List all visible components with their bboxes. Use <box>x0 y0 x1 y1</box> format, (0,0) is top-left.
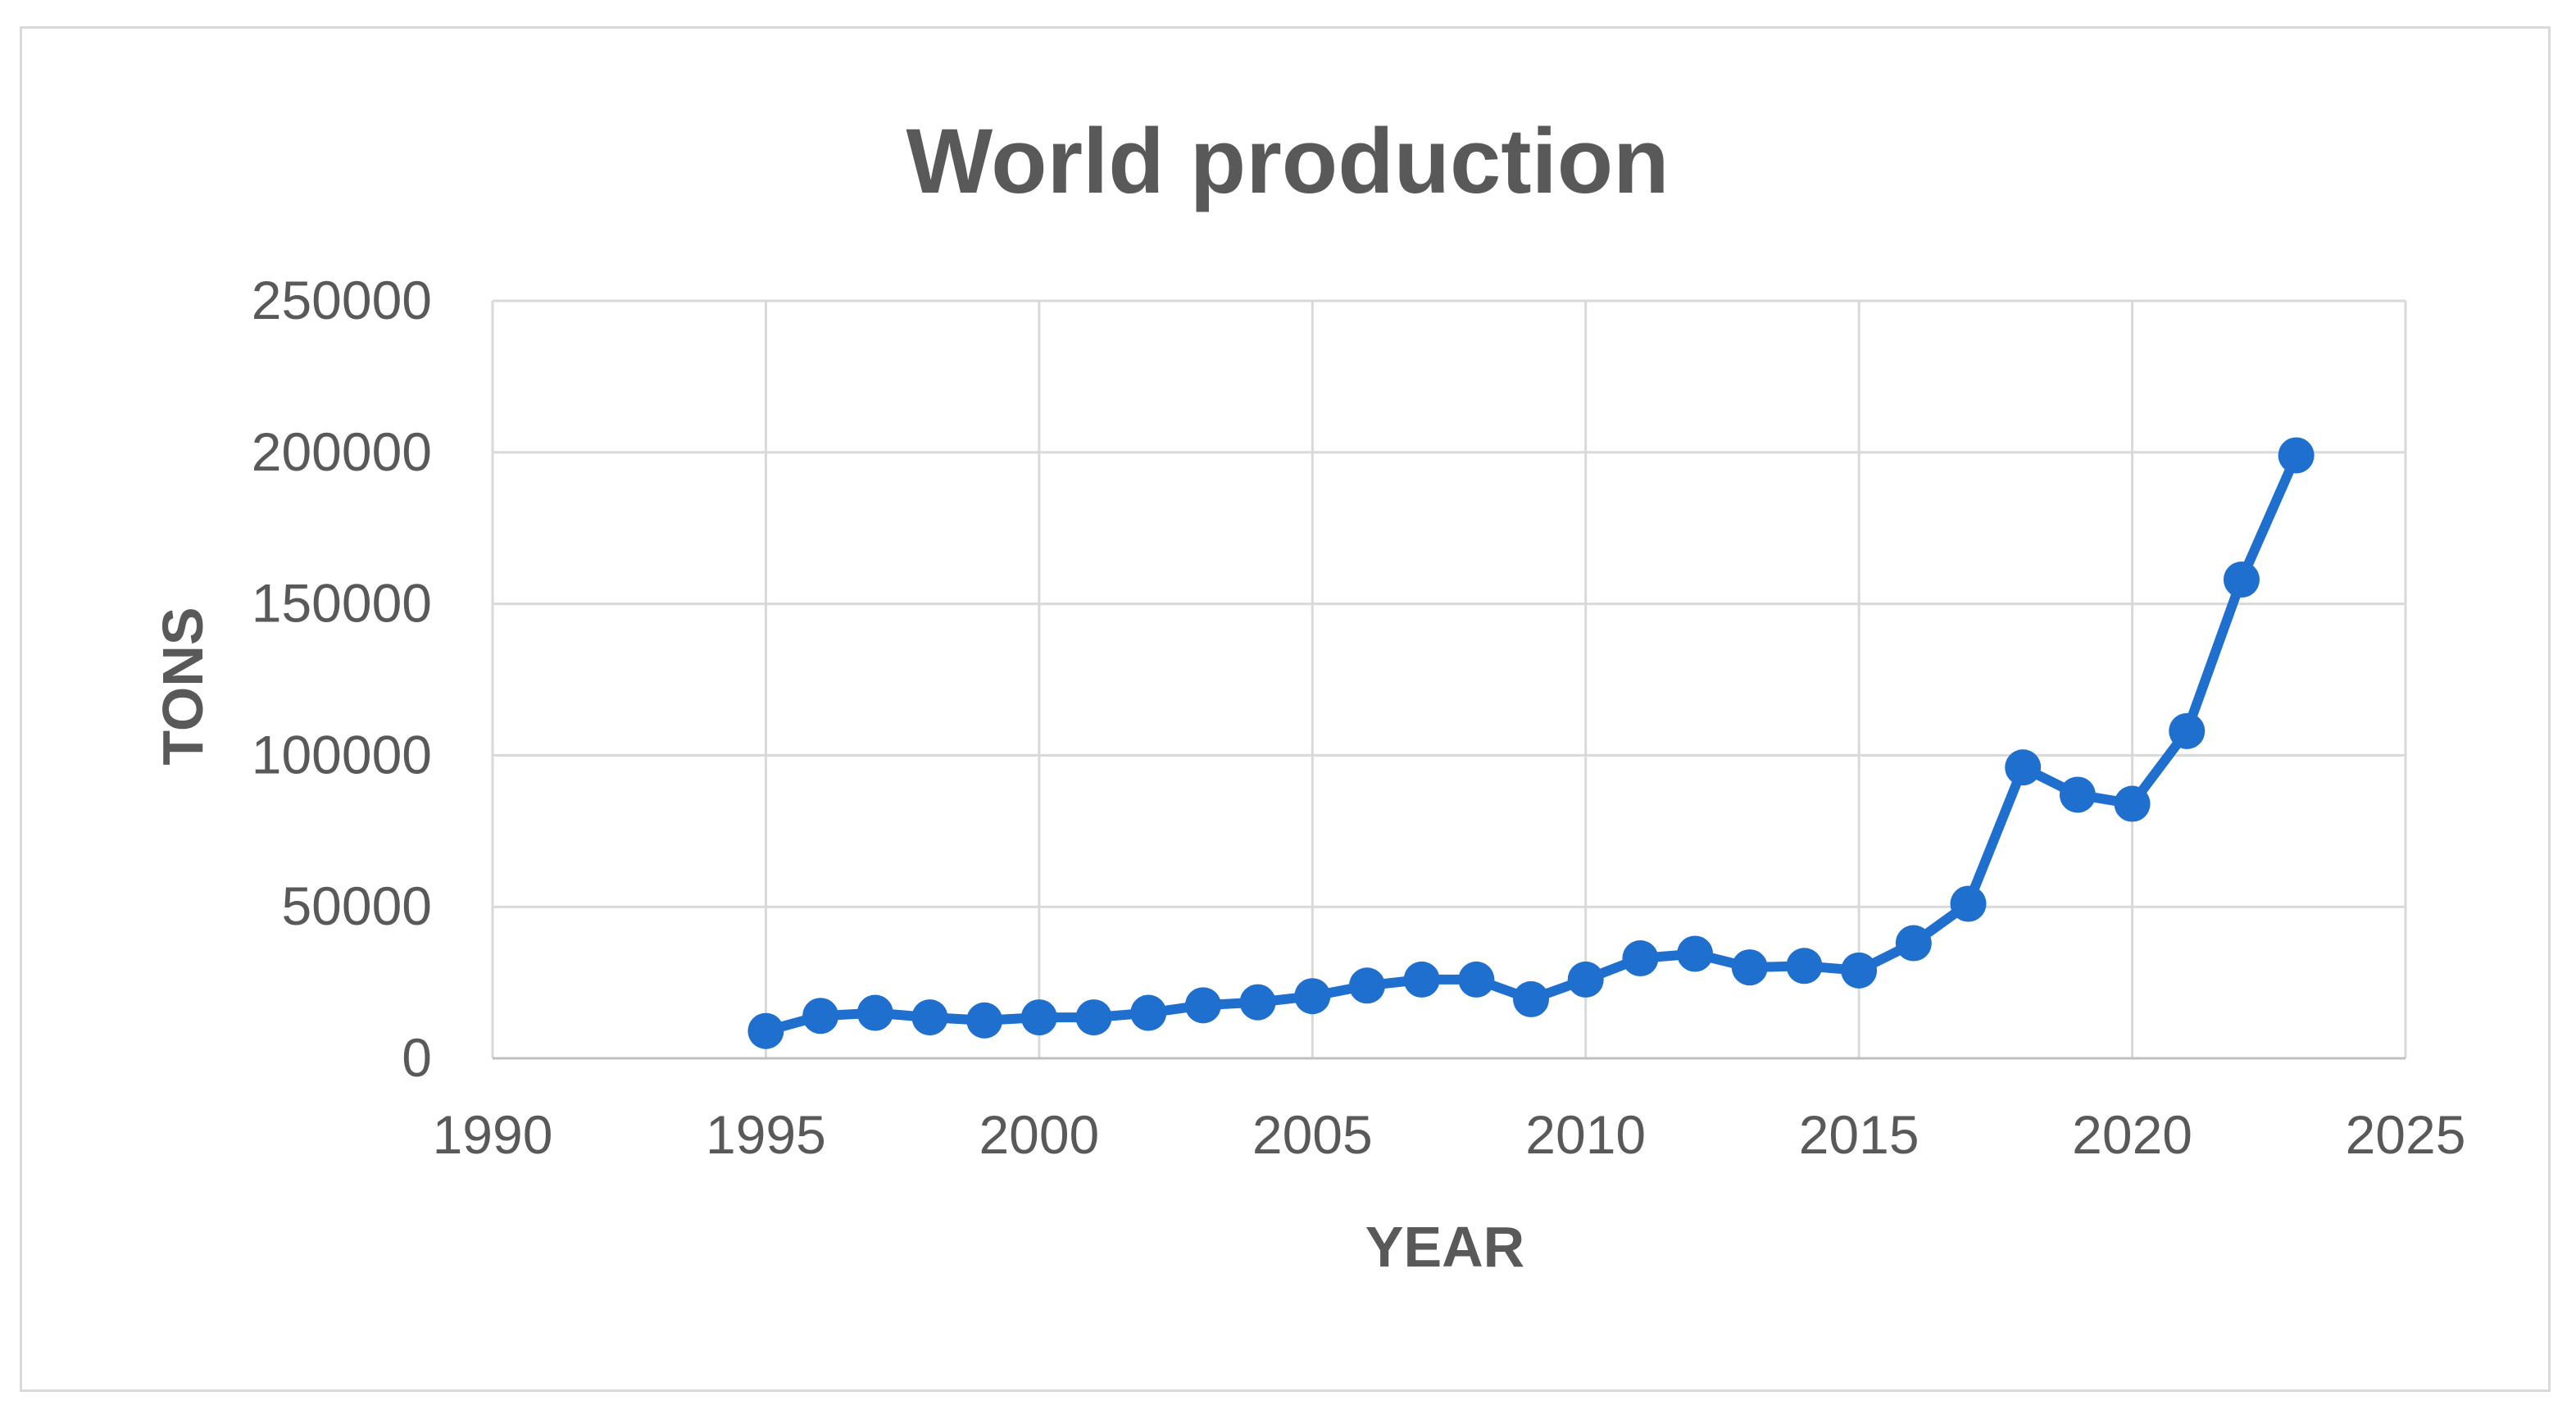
x-tick-label: 2020 <box>2072 1104 2192 1165</box>
x-tick-label: 2025 <box>2346 1104 2466 1165</box>
gridlines <box>491 299 2407 1058</box>
y-axis-title: TONS <box>151 607 215 765</box>
y-tick-label: 0 <box>402 1027 432 1088</box>
y-tick-label: 100000 <box>252 724 432 785</box>
data-point <box>1348 967 1385 1004</box>
data-series <box>747 437 2315 1049</box>
data-point <box>1567 961 1604 998</box>
data-point <box>1731 949 1768 986</box>
data-point <box>2005 749 2042 786</box>
data-point <box>1020 999 1057 1036</box>
y-tick-label: 50000 <box>281 876 432 936</box>
y-tick-label: 150000 <box>252 573 432 634</box>
data-point <box>802 998 839 1035</box>
data-point <box>1294 978 1331 1015</box>
x-tick-label: 1995 <box>706 1104 826 1165</box>
data-point <box>2059 776 2096 813</box>
data-point <box>1950 885 1987 922</box>
x-tick-label: 2005 <box>1252 1104 1373 1165</box>
data-point <box>1184 987 1221 1024</box>
data-point <box>1786 948 1823 985</box>
chart-title: World production <box>906 110 1669 212</box>
tick-labels: 0 50000 100000 150000 200000 250000 1990 1995 20… <box>252 270 2466 1165</box>
x-tick-label: 2015 <box>1799 1104 1920 1165</box>
y-tick-label: 250000 <box>252 270 432 330</box>
x-tick-label: 2000 <box>979 1104 1099 1165</box>
line-chart: 0 50000 100000 150000 200000 250000 1990 1995 20… <box>151 110 2466 1279</box>
data-point <box>856 994 893 1031</box>
data-point <box>911 999 948 1036</box>
data-point <box>1622 940 1659 977</box>
x-axis-title: YEAR <box>1365 1215 1524 1279</box>
data-point <box>1130 994 1167 1031</box>
x-tick-label: 2010 <box>1525 1104 1646 1165</box>
chart-frame: 0 50000 100000 150000 200000 250000 1990 1995 20… <box>20 26 2551 1392</box>
data-point <box>1895 925 1932 962</box>
data-point <box>1075 999 1112 1036</box>
data-point <box>1513 980 1550 1017</box>
x-tick-label: 1990 <box>433 1104 553 1165</box>
data-point <box>747 1012 784 1049</box>
data-point <box>2169 712 2206 749</box>
data-point <box>1458 961 1495 998</box>
data-point <box>2223 562 2260 598</box>
y-tick-label: 200000 <box>252 421 432 482</box>
series-line <box>761 450 2301 1036</box>
data-point <box>1841 952 1878 989</box>
data-point <box>2278 437 2315 474</box>
data-point <box>1239 984 1276 1021</box>
data-point <box>1677 935 1714 972</box>
data-point <box>2114 785 2151 822</box>
data-point <box>966 1002 1003 1039</box>
data-point <box>1403 961 1440 998</box>
